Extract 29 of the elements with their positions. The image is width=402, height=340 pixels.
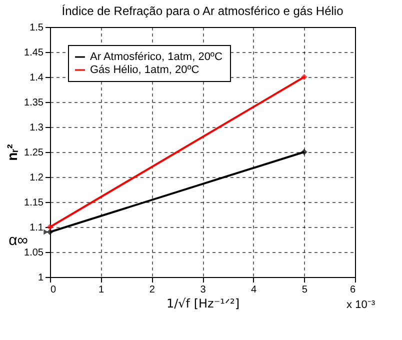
point [301,148,308,156]
x-axis-title: 1/√f [Hz⁻¹ᐟ²] [166,296,240,310]
y-tick-label: 1.5 [30,22,44,34]
y-tick-label: 1.4 [30,72,44,84]
y-tick-label: 1 [38,272,44,284]
text: x 10⁻³ [346,299,376,311]
y-tick-label: 1.1 [30,222,44,234]
x-tick-label: 5 [302,284,308,296]
x-tick-label: 0 [50,284,56,296]
x-tick-label: 3 [200,284,206,296]
legend-label: Ar Atmosférico, 1atm, 20ºC [90,51,222,63]
point [301,74,308,80]
y-tick-label: 1.3 [30,122,44,134]
y-tick-label: 1.15 [24,198,44,208]
point [46,228,54,236]
y-tick-label: 1.45 [24,48,44,58]
x-tick-label: 1 [98,284,105,296]
y-tick-label: 1.35 [24,98,44,108]
chart-title: Índice de Refração para o Ar atmosférico e gás Hélio [62,4,344,18]
y-tick-label: 1.25 [24,148,44,158]
x-tick-label: 4 [251,284,258,296]
y-tick-label: 1.05 [24,248,44,258]
x-tick-label: 2 [149,284,156,296]
legend-label: Gás Hélio, 1atm, 20ºC [90,64,200,76]
annotation: α∞ [8,232,28,249]
y-axis-title: nᵣ² [4,144,20,161]
y-tick-label: 1.2 [30,172,44,184]
x-tick-label: 6 [350,284,356,296]
point [46,224,54,230]
